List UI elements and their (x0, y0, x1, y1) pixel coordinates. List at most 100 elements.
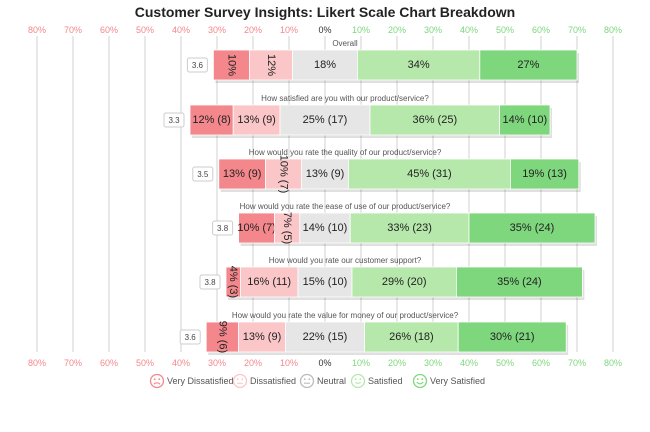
gridlines (36, 36, 614, 352)
data-label: 10% (7) (278, 155, 290, 194)
legend-item: Very Satisfied (412, 373, 485, 389)
question-label: Overall (332, 39, 358, 48)
mean-badge (179, 329, 201, 345)
mean-value: 3.3 (168, 116, 180, 125)
data-label: 34% (408, 59, 430, 71)
x-tick-label: 0% (318, 358, 331, 368)
mean-value: 3.6 (192, 61, 204, 70)
data-label: 10% (7) (237, 222, 276, 234)
x-axis-bottom: 80% 70% 60% 50% 40% 30% 20% 10% 0% 10% 20% 30% 40% 50… (28, 358, 622, 368)
neutral-face-icon (299, 373, 315, 389)
question-label: How would you rate the ease of use of ou… (240, 202, 451, 211)
bar-segment-neutral (299, 212, 351, 244)
question-label: How would you rate the quality of our pr… (249, 148, 442, 157)
likert-row: How would you rate the ease of use of ou… (212, 202, 597, 246)
legend-label: Very Dissatisfied (167, 376, 234, 386)
mean-value: 3.8 (204, 278, 216, 287)
x-tick-label: 30% (424, 358, 442, 368)
data-label: 45% (31) (407, 168, 452, 180)
mean-badge (163, 112, 185, 128)
x-tick-label: 0% (318, 25, 331, 35)
legend: Very Dissatisfied Dissatisfied Neutral Sati… (149, 373, 485, 389)
data-label: 25% (17) (303, 114, 348, 126)
x-tick-label: 20% (244, 358, 262, 368)
data-label: 13% (9) (243, 331, 282, 343)
legend-label: Satisfied (368, 376, 403, 386)
x-tick-label: 10% (352, 25, 370, 35)
bar-segment-satisfied (364, 321, 459, 353)
data-label: 36% (25) (412, 114, 457, 126)
x-tick-label: 60% (100, 25, 118, 35)
x-tick-label: 60% (532, 358, 550, 368)
data-label: 15% (10) (303, 276, 348, 288)
legend-label: Neutral (317, 376, 346, 386)
bar-segment-satisfied (349, 212, 470, 244)
x-tick-label: 20% (244, 25, 262, 35)
likert-row: How would you rate the quality of our pr… (192, 148, 581, 194)
data-label: 12% (265, 54, 277, 76)
x-tick-label: 70% (568, 358, 586, 368)
x-tick-label: 10% (280, 25, 298, 35)
satisfied-face-icon (350, 373, 366, 389)
bar-segment-very-satisfied (468, 212, 596, 244)
data-label: 13% (9) (223, 168, 262, 180)
x-tick-label: 40% (460, 358, 478, 368)
x-tick-label: 30% (208, 358, 226, 368)
data-label: 13% (9) (237, 114, 276, 126)
question-label: How would you rate the value for money o… (232, 311, 459, 320)
legend-item: Very Dissatisfied (149, 373, 234, 389)
data-label: 35% (24) (497, 276, 542, 288)
x-tick-label: 50% (136, 358, 154, 368)
likert-row: How satisfied are you with our product/s… (163, 94, 552, 138)
bar-segment-dissatisfied (232, 104, 281, 136)
bar-segment-very-dissatisfied (205, 321, 239, 353)
x-tick-label: 30% (208, 25, 226, 35)
very-dissatisfied-face-icon (149, 373, 165, 389)
x-tick-label: 60% (532, 25, 550, 35)
x-tick-label: 70% (64, 358, 82, 368)
bar-segment-neutral (297, 266, 353, 298)
legend-item: Neutral (299, 373, 346, 389)
data-label: 27% (517, 59, 539, 71)
bar-segment-very-satisfied (455, 266, 583, 298)
data-label: 9% (6) (216, 321, 228, 353)
x-tick-label: 10% (352, 358, 370, 368)
x-tick-label: 10% (280, 358, 298, 368)
x-tick-label: 60% (100, 358, 118, 368)
bar-segment-dissatisfied (274, 212, 301, 244)
data-label: 10% (225, 54, 237, 76)
data-label: 18% (314, 59, 336, 71)
x-tick-label: 50% (136, 25, 154, 35)
x-tick-label: 70% (568, 25, 586, 35)
question-label: How satisfied are you with our product/s… (261, 94, 429, 103)
data-label: 22% (15) (303, 331, 348, 343)
data-label: 12% (8) (192, 114, 231, 126)
data-label: 29% (20) (382, 276, 427, 288)
mean-value: 3.8 (217, 224, 229, 233)
x-tick-label: 50% (496, 358, 514, 368)
bar-segment-dissatisfied (248, 49, 293, 81)
x-axis-top: 80% 70% 60% 50% 40% 30% 20% 10% 0% 10% 20% 30% 40% 50… (28, 25, 622, 35)
bar-segment-very-satisfied (509, 158, 580, 190)
likert-row: How would you rate our customer support?… (199, 256, 585, 300)
data-label: 4% (3) (227, 266, 239, 298)
x-tick-label: 50% (496, 25, 514, 35)
likert-row: Overall 10% 12% 18% 34% 27% 3.6 (186, 39, 579, 83)
data-label: 14% (10) (303, 222, 348, 234)
x-tick-label: 80% (604, 25, 622, 35)
data-label: 13% (9) (306, 168, 345, 180)
bar-segment-very-satisfied (457, 321, 567, 353)
x-tick-label: 40% (172, 25, 190, 35)
mean-value: 3.5 (197, 170, 209, 179)
likert-row: How would you rate the value for money o… (179, 311, 569, 355)
bar-segment-very-satisfied (499, 104, 551, 136)
chart-title: Customer Survey Insights: Likert Scale C… (135, 4, 515, 20)
x-tick-label: 80% (604, 358, 622, 368)
legend-item: Satisfied (350, 373, 403, 389)
bar-segment-neutral (292, 49, 358, 81)
x-tick-label: 70% (64, 25, 82, 35)
bar-segment-very-dissatisfied (238, 212, 276, 244)
data-label: 7% (5) (281, 212, 293, 244)
mean-badge (212, 220, 234, 236)
mean-badge (192, 166, 214, 182)
